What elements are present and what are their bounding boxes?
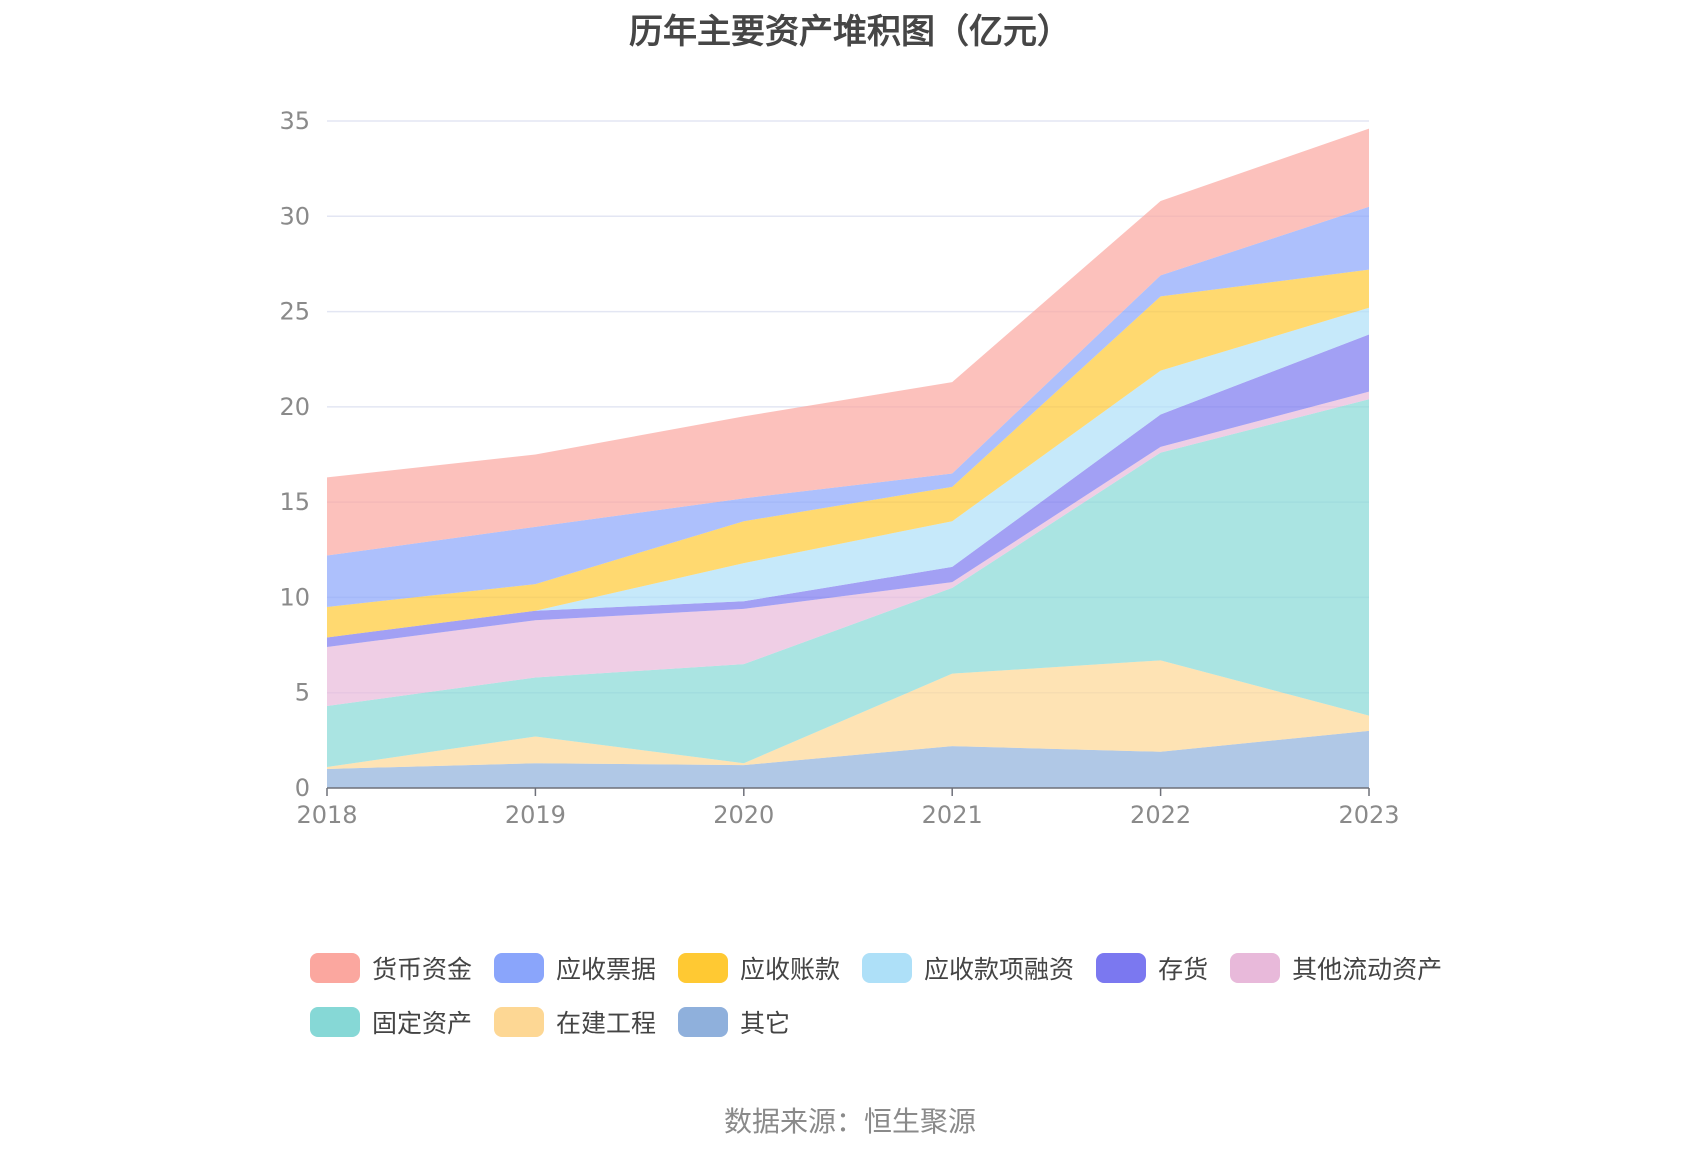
x-tick-label: 2021 [922,801,983,829]
legend-item[interactable]: 固定资产 [310,1004,472,1040]
legend-swatch [310,953,360,983]
legend-label: 应收账款 [740,955,841,984]
legend-swatch [678,953,729,983]
legend-swatch [678,1007,729,1037]
axes: 0 5 10 15 20 25 30 35 2018 2019 2020 2021 2022 2023 [279,107,1399,829]
legend-item[interactable]: 货币资金 [310,950,472,986]
legend-label: 其它 [740,1009,791,1038]
area-其它[interactable] [327,730,1369,788]
legend-label: 其他流动资产 [1292,955,1443,984]
legend-item[interactable]: 应收款项融资 [862,950,1074,986]
y-tick-label: 15 [279,488,310,516]
legend-label: 在建工程 [556,1009,657,1038]
area-其他流动资产[interactable] [327,391,1369,707]
area-应收账款[interactable] [327,269,1369,638]
legend-item[interactable]: 在建工程 [494,1004,656,1040]
legend-item[interactable]: 应收票据 [494,950,656,986]
x-tick-label: 2020 [713,801,774,829]
area-存货[interactable] [327,334,1369,647]
y-tick-label: 0 [295,774,310,802]
legend-item[interactable]: 应收账款 [678,950,840,986]
data-source: 数据来源：恒生聚源 [723,1105,976,1138]
y-tick-label: 5 [295,679,310,707]
y-tick-label: 25 [279,298,310,326]
legend-label: 固定资产 [372,1009,473,1038]
x-tick-label: 2019 [505,801,566,829]
y-tick-label: 10 [279,583,310,611]
legend: 货币资金 应收票据 应收账款 应收款项融资 存货 其他流动资产固定资产 在建工程 其它 [310,950,1470,1040]
legend-swatch [494,1007,545,1037]
legend-swatch [862,953,913,983]
area-series [327,128,1369,788]
y-tick-label: 35 [279,107,310,135]
legend-swatch [1230,953,1281,983]
legend-label: 应收款项融资 [924,955,1075,984]
area-应收款项融资[interactable] [327,307,1369,638]
area-固定资产[interactable] [327,399,1369,768]
legend-swatch [494,953,545,983]
x-tick-label: 2022 [1130,801,1191,829]
area-货币资金[interactable] [327,128,1369,556]
legend-swatch [310,1007,360,1037]
y-tick-label: 20 [279,393,310,421]
area-在建工程[interactable] [327,660,1369,769]
legend-item[interactable]: 其他流动资产 [1230,950,1442,986]
legend-label: 应收票据 [556,955,657,984]
y-tick-label: 30 [279,202,310,230]
x-tick-label: 2018 [296,801,357,829]
legend-item[interactable]: 存货 [1096,950,1208,986]
legend-swatch [1096,953,1147,983]
legend-label: 存货 [1158,955,1209,984]
legend-label: 货币资金 [372,955,473,984]
x-tick-label: 2023 [1338,801,1399,829]
legend-item[interactable]: 其它 [678,1004,790,1040]
area-应收票据[interactable] [327,206,1369,607]
chart-title: 历年主要资产堆积图（亿元） [629,12,1071,52]
